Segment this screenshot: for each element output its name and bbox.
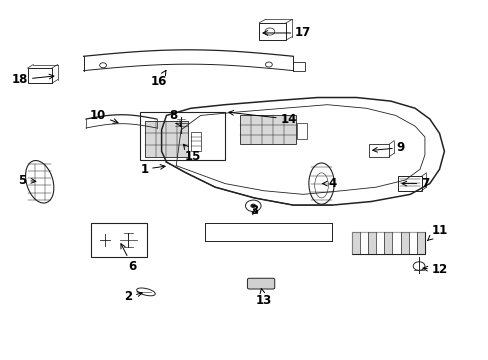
Text: 5: 5 — [19, 174, 36, 186]
Bar — [293, 62, 305, 71]
Ellipse shape — [25, 161, 54, 203]
Text: 6: 6 — [121, 244, 136, 273]
Bar — [368, 144, 388, 157]
Text: 1: 1 — [140, 163, 165, 176]
Bar — [239, 116, 295, 144]
Polygon shape — [400, 232, 408, 253]
Circle shape — [265, 62, 272, 67]
Text: 17: 17 — [263, 27, 310, 40]
Polygon shape — [391, 232, 400, 253]
Polygon shape — [416, 232, 424, 253]
Polygon shape — [359, 232, 367, 253]
Circle shape — [264, 28, 274, 35]
Text: 3: 3 — [250, 204, 258, 217]
Text: 15: 15 — [183, 144, 201, 163]
Circle shape — [250, 204, 256, 208]
Text: 18: 18 — [12, 73, 54, 86]
Ellipse shape — [314, 173, 328, 198]
Bar — [297, 123, 306, 139]
Text: 11: 11 — [427, 224, 447, 240]
Bar — [140, 112, 224, 160]
Bar — [351, 232, 424, 253]
FancyBboxPatch shape — [247, 278, 274, 289]
Polygon shape — [384, 232, 391, 253]
Bar — [27, 68, 52, 83]
Ellipse shape — [308, 163, 333, 204]
Polygon shape — [367, 232, 375, 253]
Text: 10: 10 — [90, 109, 118, 123]
Polygon shape — [408, 232, 416, 253]
Bar — [397, 176, 421, 191]
Text: 9: 9 — [372, 141, 404, 154]
Bar — [91, 223, 147, 257]
Text: 7: 7 — [401, 177, 428, 190]
Text: 14: 14 — [228, 111, 296, 126]
Text: 13: 13 — [255, 289, 272, 307]
Bar — [259, 23, 285, 40]
Text: 12: 12 — [422, 263, 447, 276]
Text: 8: 8 — [169, 109, 180, 126]
Circle shape — [412, 262, 424, 270]
Polygon shape — [375, 232, 384, 253]
Circle shape — [245, 200, 261, 212]
Text: 16: 16 — [151, 71, 167, 88]
Text: 2: 2 — [124, 290, 142, 303]
Bar — [190, 132, 200, 151]
Polygon shape — [351, 232, 359, 253]
Text: 4: 4 — [322, 177, 336, 190]
Circle shape — [100, 63, 106, 68]
Ellipse shape — [137, 288, 155, 296]
Bar — [144, 121, 188, 157]
